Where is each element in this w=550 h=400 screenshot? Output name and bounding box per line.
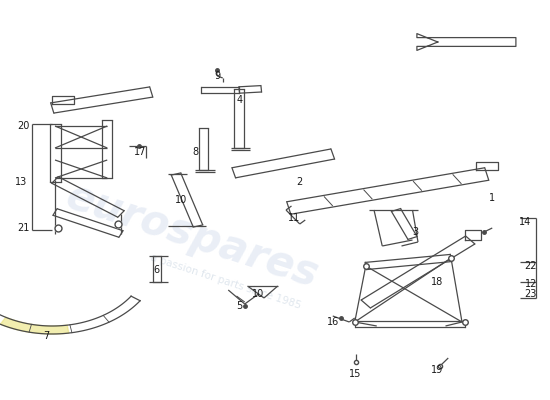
Text: 23: 23 [525,289,537,299]
Text: 17: 17 [134,147,146,157]
Text: 8: 8 [192,147,199,157]
Text: 12: 12 [525,279,537,289]
Text: eurospares: eurospares [61,175,324,297]
Text: 20: 20 [17,121,29,131]
Text: 7: 7 [43,331,50,341]
Text: 11: 11 [288,213,300,223]
Text: 9: 9 [214,71,221,81]
Text: 14: 14 [519,217,531,227]
Text: 19: 19 [431,365,443,375]
Text: 13: 13 [15,177,27,187]
Text: 15: 15 [349,369,361,379]
Text: 1: 1 [489,193,496,203]
Text: 21: 21 [17,223,29,233]
Text: 16: 16 [327,317,339,327]
Text: 22: 22 [525,261,537,271]
Text: 6: 6 [153,265,160,275]
Text: 3: 3 [412,227,419,237]
Text: 2: 2 [296,177,303,187]
Text: 4: 4 [236,95,243,105]
Polygon shape [1,317,69,334]
Text: 10: 10 [252,289,265,299]
Text: 10: 10 [175,195,188,205]
Text: 18: 18 [431,277,443,287]
Polygon shape [417,34,516,50]
Text: 5: 5 [236,301,243,311]
Text: a passion for parts since 1985: a passion for parts since 1985 [149,253,302,311]
